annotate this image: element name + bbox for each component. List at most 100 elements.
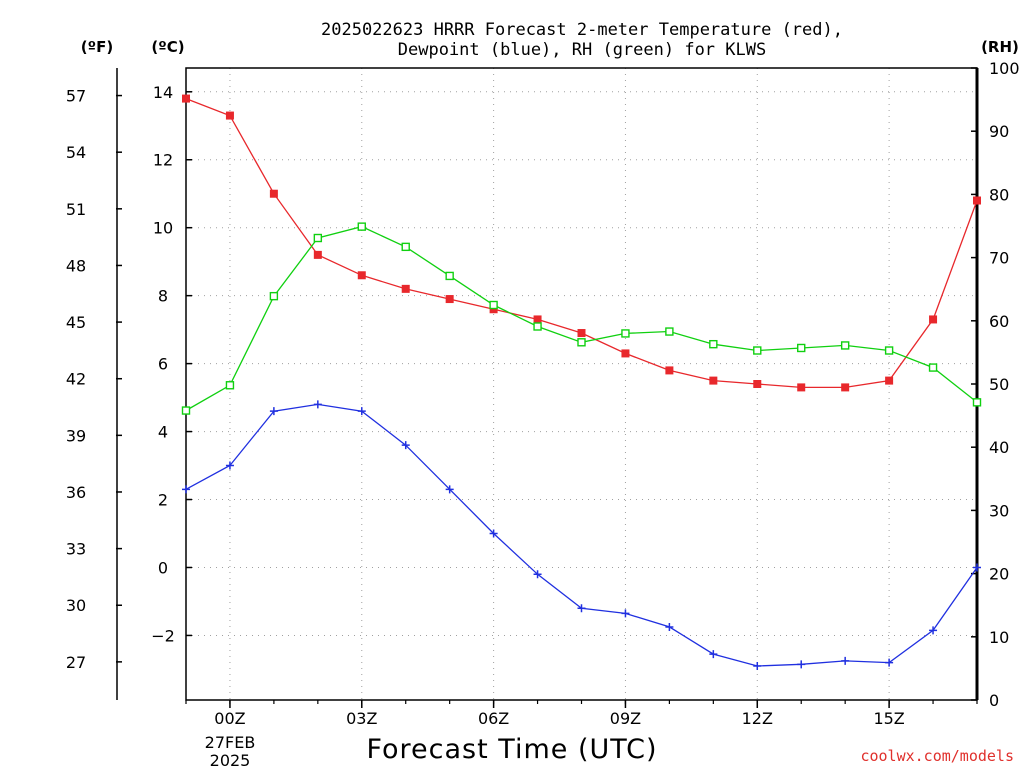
celsius-unit-label: (ºC) [151, 38, 184, 56]
fahrenheit-tick-label: 33 [66, 540, 86, 559]
dewpoint-point [225, 461, 234, 470]
celsius-tick-label: 8 [158, 287, 168, 306]
rh-point [269, 291, 279, 301]
x-tick-label: 12Z [742, 709, 773, 728]
dewpoint-point [885, 658, 894, 667]
temperature-point [401, 284, 410, 293]
rh-tick-label: 40 [989, 438, 1009, 457]
temperature-point [269, 189, 278, 198]
date-label-year: 2025 [210, 751, 251, 768]
dewpoint-point [489, 529, 498, 538]
temperature-point [445, 295, 454, 304]
dewpoint-point [665, 622, 674, 631]
fahrenheit-tick-label: 39 [66, 426, 86, 445]
celsius-tick-label: 6 [158, 355, 168, 374]
dewpoint-point [182, 485, 190, 494]
credit-text: coolwx.com/models [860, 747, 1014, 765]
dewpoint-point [709, 650, 718, 659]
rh-point [665, 327, 674, 336]
rh-point [884, 346, 894, 355]
dewpoint-point [401, 441, 410, 450]
fahrenheit-tick-label: 45 [66, 313, 86, 332]
rh-point [840, 341, 850, 350]
dewpoint-point [445, 485, 454, 494]
temperature-point [841, 383, 850, 392]
dewpoint-line [185, 403, 978, 667]
rh-tick-label: 70 [989, 249, 1009, 268]
rh-point [753, 346, 762, 355]
rh-tick-label: 100 [989, 59, 1020, 78]
fahrenheit-tick-label: 48 [66, 256, 86, 275]
celsius-tick-label: −2 [151, 626, 175, 645]
date-label-day: 27FEB [205, 733, 256, 752]
rh-tick-label: 80 [989, 185, 1009, 204]
rh-tick-label: 60 [989, 312, 1009, 331]
rh-point [489, 300, 498, 310]
fahrenheit-tick-label: 30 [66, 596, 86, 615]
x-tick-label: 00Z [214, 709, 245, 728]
dewpoint-point [841, 656, 850, 665]
temperature-point [929, 315, 938, 324]
rh-tick-label: 0 [989, 691, 999, 710]
rh-point [225, 381, 235, 390]
temperature-point [973, 196, 981, 205]
dewpoint-point [973, 563, 981, 572]
rh-point [181, 406, 191, 415]
x-tick-label: 09Z [610, 709, 641, 728]
fahrenheit-tick-label: 27 [66, 653, 86, 672]
rh-tick-label: 50 [989, 375, 1009, 394]
chart-title-line-1: 2025022623 HRRR Forecast 2-meter Tempera… [321, 20, 843, 40]
rh-unit-label: (RH) [981, 38, 1019, 56]
temperature-point [182, 94, 190, 103]
rh-point [533, 322, 542, 331]
dewpoint-point [621, 609, 630, 618]
temperature-point [753, 380, 762, 388]
rh-tick-label: 90 [989, 122, 1009, 141]
celsius-tick-label: 0 [158, 558, 168, 577]
rh-point [357, 222, 366, 231]
temperature-point [665, 366, 674, 375]
temperature-point [797, 383, 806, 392]
rh-point [621, 329, 630, 338]
x-axis-title: Forecast Time (UTC) [366, 734, 657, 765]
x-tick-label: 15Z [873, 709, 904, 728]
rh-tick-label: 20 [989, 565, 1009, 584]
rh-point [577, 338, 586, 347]
rh-point [797, 343, 806, 353]
dewpoint-point [313, 400, 322, 409]
temperature-point [621, 349, 630, 358]
x-tick-label: 06Z [478, 709, 509, 728]
axes: 27 30 33 36 39 42 45 48 51 54 57 −2 0 2 4 6 8 10 12 14 0 10 20… [66, 59, 1020, 728]
fahrenheit-tick-label: 54 [66, 143, 86, 162]
x-tick-label: 03Z [346, 709, 377, 728]
rh-point [709, 339, 718, 349]
temperature-point [709, 376, 718, 385]
celsius-tick-label: 10 [153, 219, 173, 238]
rh-point [928, 363, 938, 372]
fahrenheit-tick-label: 57 [66, 87, 86, 106]
fahrenheit-tick-label: 51 [66, 200, 86, 219]
temperature-point [225, 111, 234, 120]
celsius-tick-label: 12 [153, 151, 173, 170]
rh-point [972, 398, 982, 407]
dewpoint-point [929, 626, 938, 635]
dewpoint-point [533, 570, 542, 579]
dewpoint-point [577, 604, 586, 613]
dewpoint-point [753, 662, 762, 671]
dewpoint-point [269, 407, 278, 416]
rh-point [401, 242, 410, 252]
rh-tick-label: 30 [989, 501, 1009, 520]
celsius-tick-label: 2 [158, 491, 168, 510]
dewpoint-point [797, 660, 806, 669]
temperature-point [577, 329, 586, 338]
dewpoint-point [357, 407, 366, 416]
temperature-point [313, 250, 322, 259]
rh-tick-label: 10 [989, 628, 1009, 647]
fahrenheit-tick-label: 42 [66, 370, 86, 389]
celsius-tick-label: 4 [158, 423, 168, 442]
fahrenheit-unit-label: (ºF) [81, 38, 113, 56]
chart-title-line-2: Dewpoint (blue), RH (green) for KLWS [398, 40, 766, 60]
temperature-point [357, 271, 366, 280]
